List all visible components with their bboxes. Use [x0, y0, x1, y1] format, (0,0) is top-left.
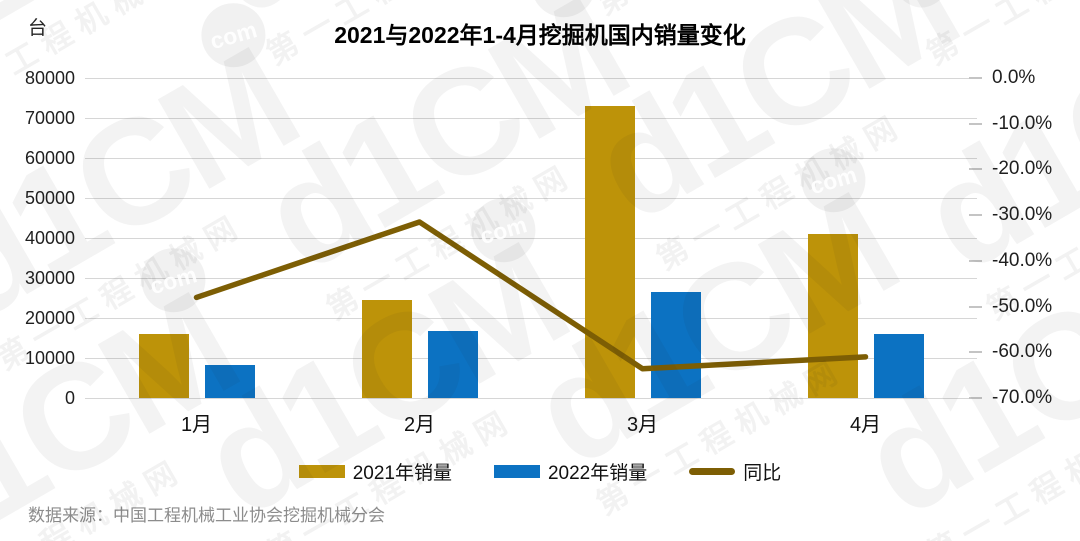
bar-2021 [361, 299, 412, 398]
legend-item-2021: 2021年销量 [298, 458, 452, 485]
yoy-line-path [193, 219, 869, 372]
left-axis-tick-label: 20000 [24, 308, 75, 328]
x-axis-label: 4月 [849, 414, 882, 436]
right-axis-tick-label: -10.0% [992, 112, 1053, 134]
legend-item-yoy: 同比 [689, 458, 781, 485]
right-axis-tick-mark [969, 351, 982, 354]
bar-2022 [204, 364, 255, 398]
legend-label-2022: 2022年销量 [547, 463, 648, 484]
right-axis-tick-label: -50.0% [992, 295, 1053, 317]
grid-line [85, 118, 977, 119]
x-axis-label: 1月 [180, 414, 213, 436]
right-axis-tick-label: -20.0% [992, 158, 1053, 180]
legend-label-2021: 2021年销量 [352, 463, 452, 484]
yoy-line [193, 219, 869, 372]
right-axis-tick-mark [969, 259, 982, 262]
bar-2021 [138, 333, 189, 398]
right-axis-tick-mark [969, 168, 982, 171]
legend-label-yoy: 同比 [743, 463, 782, 484]
left-axis-tick-label: 80000 [24, 68, 75, 88]
right-axis-tick-mark [969, 122, 982, 125]
legend-swatch-2022-bar [493, 465, 540, 478]
legend-swatch-yoy-line [689, 468, 736, 475]
left-axis-tick-label: 60000 [24, 148, 75, 168]
bar-2022 [650, 291, 701, 398]
bar-2021 [807, 233, 858, 398]
legend-swatch-2021-bar [298, 465, 345, 478]
left-axis-tick-label: 40000 [24, 228, 75, 248]
source-note: 数据来源：中国工程机械工业协会挖掘机械分会 [28, 506, 385, 525]
bar-2022 [873, 333, 924, 398]
chart-title: 2021与2022年1-4月挖掘机国内销量变化 [334, 22, 746, 48]
plot-area [85, 78, 977, 399]
left-axis-unit-label: 台 [28, 18, 48, 39]
right-axis-tick-label: -70.0% [992, 387, 1053, 408]
grid-line [85, 158, 977, 159]
bar-2022 [427, 330, 478, 398]
grid-line [85, 198, 977, 199]
grid-line [85, 238, 977, 239]
grid-line [85, 318, 977, 319]
left-axis-tick-label: 50000 [24, 188, 75, 208]
left-axis-tick-label: 10000 [24, 348, 75, 368]
right-axis-tick-label: 0.0% [992, 67, 1036, 88]
x-axis-label: 3月 [626, 414, 659, 436]
right-axis-tick-mark [969, 214, 982, 217]
right-axis-tick-label: -40.0% [992, 249, 1053, 271]
legend: 2021年销量 2022年销量 同比 [0, 458, 1080, 485]
left-axis-tick-label: 0 [64, 388, 75, 408]
left-axis-tick-label: 30000 [24, 268, 75, 288]
grid-line [85, 358, 977, 359]
x-axis-labels: 1月 2月 3月 4月 [85, 408, 977, 436]
legend-item-2022: 2022年销量 [493, 458, 648, 485]
right-axis-tick-label: -60.0% [992, 341, 1053, 363]
grid-line [85, 398, 977, 399]
grid-line [85, 278, 977, 279]
right-axis-tick-mark [969, 305, 982, 308]
right-axis-tick-labels: 0.0% -10.0% -20.0% -30.0% -40.0% -50.0% -60.0%… [969, 68, 1080, 408]
left-axis-tick-label: 70000 [24, 108, 75, 128]
right-axis-tick-label: -30.0% [992, 204, 1053, 226]
grid-line [85, 78, 977, 79]
right-axis-tick-mark [969, 77, 982, 79]
x-axis-label: 2月 [403, 414, 436, 436]
right-axis-tick-mark [969, 397, 982, 399]
left-axis-tick-labels: 80000 70000 60000 50000 40000 30000 20000 10000… [0, 68, 75, 408]
